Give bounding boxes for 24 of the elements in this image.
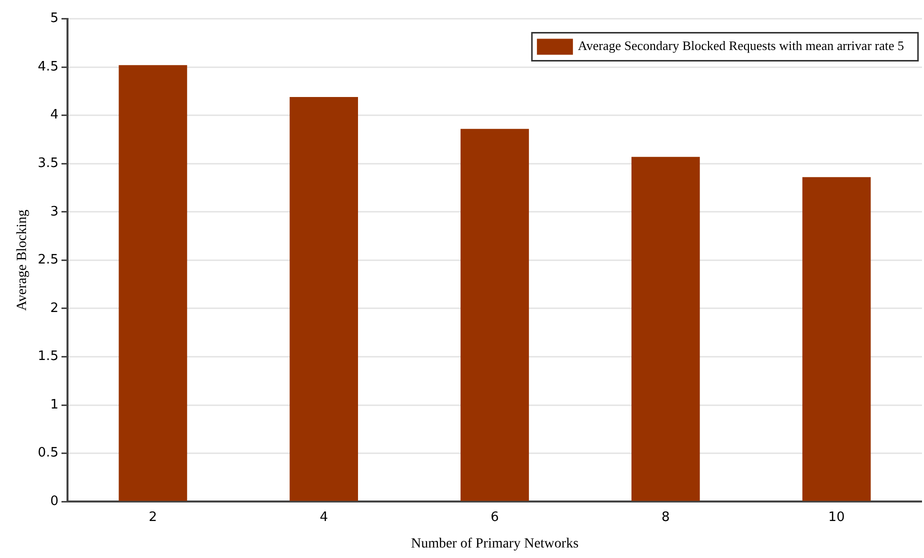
- bar: [290, 97, 358, 501]
- y-tick-label: 2: [50, 300, 58, 316]
- bar: [802, 177, 871, 501]
- x-tick-label: 4: [320, 510, 328, 525]
- y-tick-label: 3.5: [38, 156, 58, 172]
- y-tick-label: 0: [50, 494, 58, 509]
- y-tick-label: 2.5: [38, 252, 58, 268]
- bar: [631, 156, 700, 501]
- y-axis-title: Average Blocking: [15, 210, 30, 311]
- legend-label: Average Secondary Blocked Requests with mean arrivar rate 5: [578, 38, 904, 54]
- x-axis-title: Number of Primary Networks: [410, 536, 579, 552]
- x-tick-label: 8: [662, 510, 670, 525]
- y-tick-label: 3: [50, 204, 58, 220]
- bar: [118, 65, 188, 501]
- bar: [460, 128, 529, 501]
- x-tick-label: 6: [490, 510, 499, 525]
- y-tick-label: 0.5: [38, 446, 58, 461]
- y-tick-label: 5: [50, 11, 58, 26]
- y-tick-label: 1.5: [38, 349, 58, 364]
- y-tick-label: 4.5: [38, 59, 58, 74]
- y-tick-label: 1: [50, 397, 58, 412]
- y-tick-label: 4: [50, 108, 58, 123]
- x-tick-label: 10: [828, 510, 845, 525]
- x-tick-label: 2: [148, 510, 158, 525]
